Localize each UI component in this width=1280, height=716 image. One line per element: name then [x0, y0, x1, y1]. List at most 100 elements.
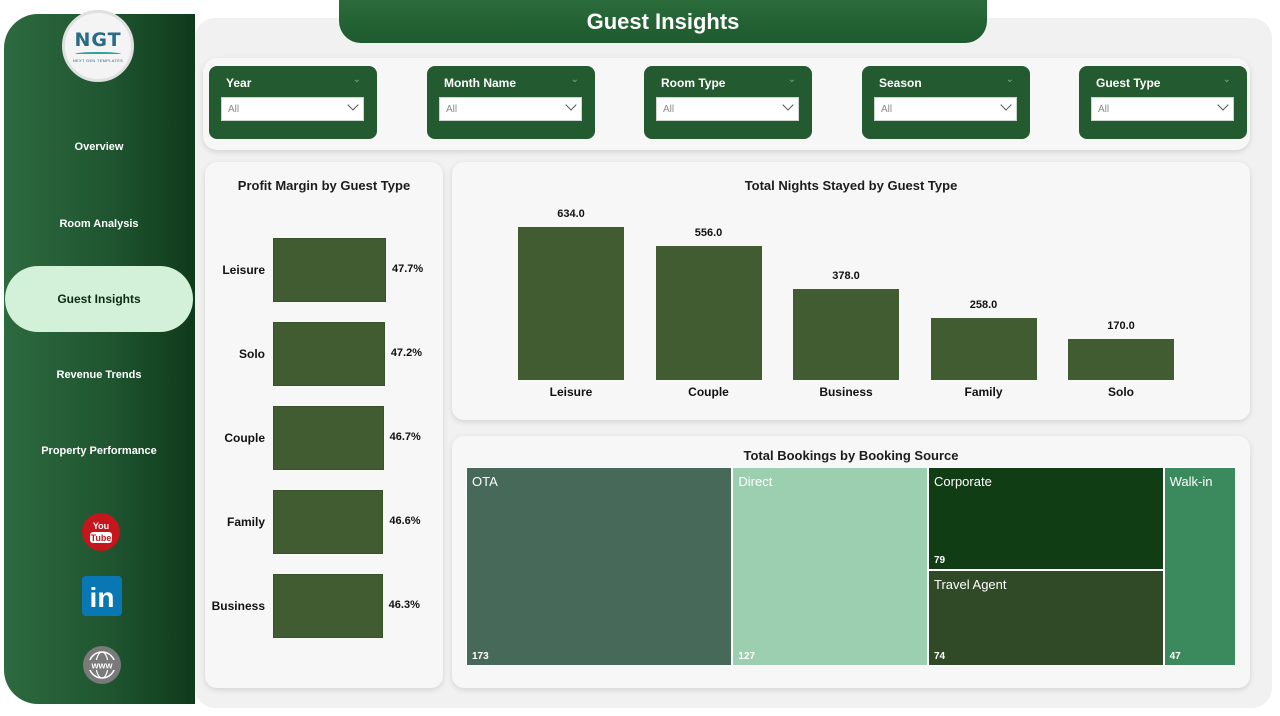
treemap-tile[interactable]: OTA 173: [466, 467, 733, 666]
filter-label: Season: [879, 76, 922, 90]
svg-text:www: www: [90, 661, 113, 671]
season-select[interactable]: All: [874, 97, 1017, 121]
bar: [655, 245, 762, 380]
tile-value: 47: [1169, 651, 1181, 662]
logo: NGT NEXT GEN TEMPLATES: [62, 10, 134, 82]
tile-label: Walk-in: [1169, 474, 1213, 489]
chart-title: Total Nights Stayed by Guest Type: [744, 178, 958, 193]
bar-value-label: 170.0: [1107, 319, 1135, 332]
sidebar: NGT NEXT GEN TEMPLATES Overview Room Ana…: [4, 10, 195, 704]
bar-value-label: 634.0: [557, 208, 585, 220]
bar-value-label: 378.0: [832, 269, 860, 282]
page-title-banner: Guest Insights: [339, 0, 987, 43]
chevron-down-icon[interactable]: ⌄: [787, 74, 796, 85]
filter-label: Room Type: [661, 76, 726, 90]
svg-text:You: You: [93, 521, 109, 531]
logo-swoosh: [75, 52, 121, 56]
profit-margin-chart: Profit Margin by Guest Type Leisure 47.7%…: [205, 162, 443, 688]
bar: [273, 238, 386, 302]
bar-category-label: Family: [964, 385, 1003, 399]
bar-category-label: Business: [819, 385, 873, 399]
nav-item-guest-insights[interactable]: Guest Insights: [5, 266, 193, 332]
bar: [518, 227, 624, 380]
bookings-treemap-chart: Total Bookings by Booking Source OTA 173 D…: [452, 436, 1250, 688]
chevron-down-icon: [565, 99, 577, 111]
nav-item-property-performance[interactable]: Property Performance: [4, 431, 194, 471]
filter-label: Month Name: [444, 76, 516, 90]
nav-label: Room Analysis: [59, 218, 139, 230]
chevron-down-icon[interactable]: ⌄: [1222, 74, 1231, 85]
bar: [1068, 338, 1174, 380]
filter-value: All: [1098, 103, 1110, 115]
nav-item-overview[interactable]: Overview: [4, 127, 194, 167]
nav-label: Overview: [74, 141, 124, 153]
nav-label: Revenue Trends: [56, 369, 142, 381]
chart-title: Profit Margin by Guest Type: [237, 178, 411, 193]
nav-label: Guest Insights: [57, 292, 141, 306]
treemap-tile[interactable]: Direct 127: [732, 467, 928, 666]
filter-value: All: [446, 103, 458, 115]
treemap-tile[interactable]: Corporate 79: [928, 467, 1164, 570]
svg-text:Tube: Tube: [91, 533, 112, 543]
tile-value: 173: [472, 651, 489, 662]
bar: [273, 322, 385, 386]
filter-value: All: [228, 103, 240, 115]
bar-category-label: Solo: [1108, 385, 1134, 399]
filter-label: Year: [226, 76, 252, 90]
bar: [793, 288, 899, 380]
bar: [273, 490, 384, 554]
room-type-select[interactable]: All: [656, 97, 799, 121]
treemap-tile[interactable]: Travel Agent 74: [928, 569, 1164, 666]
page-title: Guest Insights: [586, 8, 740, 34]
filter-guest-type: Guest Type ⌄ All: [1079, 66, 1247, 139]
bar-category-label: Leisure: [222, 263, 265, 277]
tile-value: 127: [738, 651, 756, 662]
tile-label: Direct: [738, 474, 773, 489]
bar-category-label: Leisure: [549, 385, 593, 399]
bar-category-label: Solo: [239, 347, 265, 361]
nav-item-revenue-trends[interactable]: Revenue Trends: [4, 355, 194, 395]
chevron-down-icon[interactable]: ⌄: [570, 74, 579, 85]
nav-item-room-analysis[interactable]: Room Analysis: [4, 204, 194, 244]
filter-month-name: Month Name ⌄ All: [427, 66, 595, 139]
bar-value-label: 47.7%: [392, 263, 424, 275]
bar-value-label: 46.3%: [388, 599, 420, 611]
tile-label: Corporate: [934, 474, 992, 489]
bar-value-label: 46.7%: [389, 431, 421, 443]
filter-value: All: [881, 103, 893, 115]
logo-subtext: NEXT GEN TEMPLATES: [72, 58, 124, 63]
logo-text: NGT: [74, 29, 122, 51]
bar-value-label: 46.6%: [389, 515, 421, 527]
nav-label: Property Performance: [41, 445, 157, 457]
bar-value-label: 258.0: [969, 298, 998, 311]
filter-value: All: [663, 103, 675, 115]
filter-year: Year ⌄ All: [209, 66, 377, 139]
bar-value-label: 556.0: [694, 226, 723, 239]
bar-category-label: Couple: [224, 431, 265, 445]
filter-panel: Year ⌄ All Month Name ⌄ All Room Type ⌄ …: [203, 58, 1250, 150]
treemap-tile[interactable]: Walk-in 47: [1163, 467, 1236, 666]
website-icon[interactable]: www: [82, 645, 122, 685]
bar-category-label: Family: [226, 515, 265, 529]
chevron-down-icon[interactable]: ⌄: [1005, 74, 1014, 85]
chevron-down-icon: [1000, 99, 1012, 111]
chevron-down-icon[interactable]: ⌄: [352, 74, 361, 85]
bar-value-label: 47.2%: [390, 347, 423, 359]
year-select[interactable]: All: [221, 97, 364, 121]
svg-text:in: in: [90, 582, 115, 613]
chart-title: Total Bookings by Booking Source: [743, 448, 959, 463]
guest-type-select[interactable]: All: [1091, 97, 1234, 121]
chevron-down-icon: [347, 99, 359, 111]
tile-value: 79: [934, 554, 946, 566]
month-name-select[interactable]: All: [439, 97, 582, 121]
filter-room-type: Room Type ⌄ All: [644, 66, 812, 139]
filter-label: Guest Type: [1096, 76, 1161, 90]
youtube-icon[interactable]: You Tube: [81, 512, 121, 552]
tile-label: OTA: [472, 474, 498, 489]
filter-season: Season ⌄ All: [862, 66, 1030, 139]
chevron-down-icon: [782, 99, 794, 111]
bar-category-label: Couple: [688, 385, 729, 399]
linkedin-icon[interactable]: in: [82, 576, 122, 616]
nights-stayed-chart: Total Nights Stayed by Guest Type 634.0 L…: [452, 162, 1250, 420]
